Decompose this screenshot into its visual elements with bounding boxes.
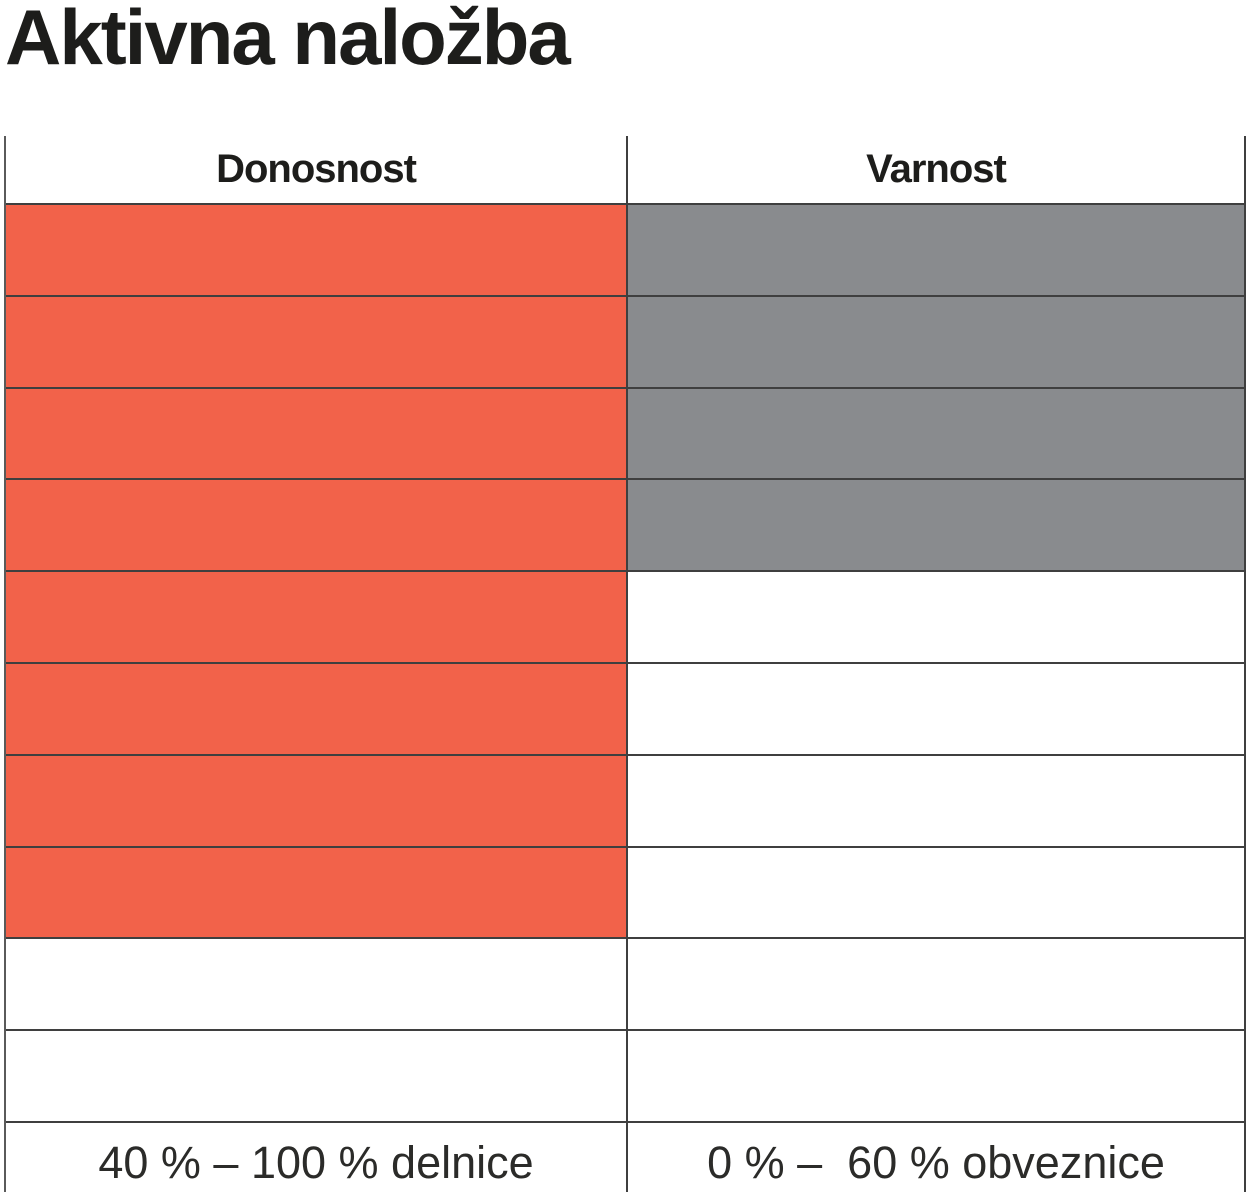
page-title: Aktivna naložba xyxy=(5,0,571,81)
varnost-cell xyxy=(628,756,1244,846)
table-header-row: Donosnost Varnost xyxy=(6,136,1244,203)
donosnost-cell xyxy=(6,296,628,387)
donosnost-cell xyxy=(6,1031,628,1121)
rating-row xyxy=(6,203,1244,295)
varnost-cell xyxy=(628,388,1244,479)
table-footer-row: 40 % – 100 % delnice 0 % – 60 % obveznic… xyxy=(6,1121,1244,1192)
rating-row xyxy=(6,570,1244,662)
rating-row xyxy=(6,478,1244,571)
donosnost-cell xyxy=(6,388,628,479)
varnost-cell xyxy=(628,205,1244,295)
rating-row xyxy=(6,386,1244,479)
rating-row xyxy=(6,845,1244,938)
rating-row xyxy=(6,294,1244,387)
donosnost-cell xyxy=(6,664,628,754)
column-header-varnost: Varnost xyxy=(866,147,1007,191)
donosnost-cell xyxy=(6,572,628,662)
rating-row xyxy=(6,753,1244,846)
varnost-cell xyxy=(628,848,1244,938)
footer-label-delnice: 40 % – 100 % delnice xyxy=(6,1123,628,1192)
donosnost-cell xyxy=(6,939,628,1030)
varnost-cell xyxy=(628,480,1244,571)
rating-table: Donosnost Varnost 40 % – 100 % delnice 0… xyxy=(4,136,1246,1192)
column-header-donosnost: Donosnost xyxy=(6,136,628,203)
varnost-cell xyxy=(628,296,1244,387)
varnost-cell xyxy=(628,664,1244,754)
rating-rows xyxy=(6,203,1244,1121)
varnost-cell xyxy=(628,572,1244,662)
rating-row xyxy=(6,937,1244,1030)
donosnost-cell xyxy=(6,480,628,571)
donosnost-cell xyxy=(6,755,628,846)
donosnost-cell xyxy=(6,205,628,295)
donosnost-cell xyxy=(6,847,628,938)
footer-label-obveznice: 0 % – 60 % obveznice xyxy=(707,1136,1165,1188)
varnost-cell xyxy=(628,1031,1244,1121)
rating-row xyxy=(6,1029,1244,1121)
rating-row xyxy=(6,662,1244,754)
varnost-cell xyxy=(628,939,1244,1029)
